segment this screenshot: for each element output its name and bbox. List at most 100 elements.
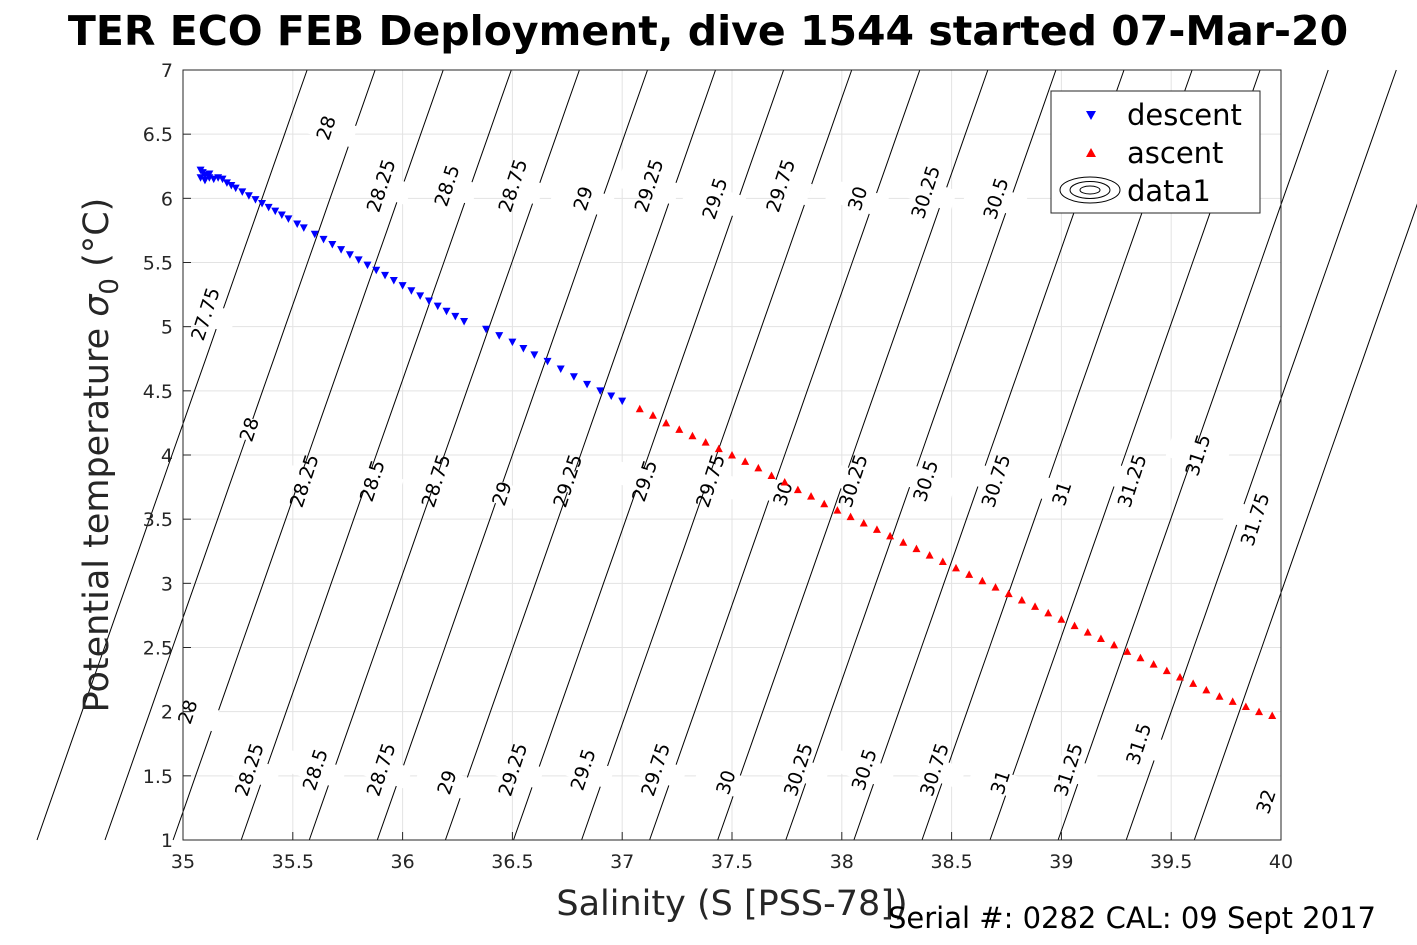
ascent-point (820, 499, 829, 508)
ascent-point (1189, 679, 1198, 687)
contour-label-bg (967, 762, 1032, 802)
y-tick-label: 1.5 (143, 766, 173, 788)
y-axis-ticks: 1 1.5 2 2.5 3 3.5 4 4.5 5 5.5 6 6.5 7 (143, 60, 191, 852)
contour-label-bg (480, 749, 545, 790)
ascent-point (1123, 647, 1132, 655)
descent-point (354, 256, 363, 264)
ascent-point (648, 411, 657, 419)
descent-series (196, 166, 627, 406)
legend-descent-marker (1086, 111, 1096, 120)
contour-label-bg (348, 749, 413, 790)
ascent-point (1004, 589, 1013, 598)
descent-point (556, 365, 565, 374)
descent-point (569, 373, 578, 381)
descent-point (442, 307, 451, 316)
ascent-point (1070, 621, 1079, 630)
descent-point (200, 171, 209, 180)
contour-label-bg (480, 165, 545, 206)
contour-label-bg (1233, 781, 1298, 822)
ascent-point (807, 492, 816, 500)
y-tick-label: 4.5 (143, 381, 173, 403)
contour-label-bg (1165, 435, 1230, 475)
ascent-point (1149, 660, 1158, 668)
x-tick-label: 35 (171, 851, 195, 873)
x-tick-label: 37 (610, 851, 634, 873)
descent-point (258, 199, 267, 208)
contour-label-bg (963, 460, 1028, 501)
contour-label-bg (535, 460, 600, 501)
contour-label-bg (748, 165, 813, 206)
descent-point (196, 174, 205, 182)
descent-point (310, 230, 319, 239)
contour-label-bg (1106, 724, 1171, 764)
descent-point (264, 203, 273, 212)
y-tick-label: 2.5 (143, 638, 173, 660)
legend: descent ascent data1 (1050, 90, 1261, 214)
descent-point (200, 176, 209, 185)
descent-point (293, 220, 302, 228)
ascent-point (886, 531, 895, 540)
contour-label-bg (831, 749, 896, 790)
y-tick-label: 2 (161, 702, 173, 724)
contour-label-bg (1036, 749, 1100, 790)
contour-label-bg (414, 762, 479, 802)
ascent-point (951, 563, 960, 572)
contour-label-bg (469, 473, 534, 514)
ascent-point (1057, 615, 1066, 623)
y-axis-label-subscript: 0 (95, 278, 125, 295)
ascent-point (1228, 697, 1237, 705)
descent-point (508, 338, 517, 347)
ascent-point (1096, 634, 1105, 643)
descent-point (416, 292, 425, 300)
x-tick-label: 37.5 (711, 851, 753, 873)
ascent-point (728, 451, 736, 459)
contour-label-bg (612, 460, 677, 501)
descent-point (451, 312, 460, 321)
y-axis-label-main: Potential temperature (77, 317, 117, 713)
descent-point (460, 318, 469, 326)
contour-line (36, 69, 308, 841)
contour-label-bg (893, 172, 958, 212)
descent-point (209, 175, 218, 184)
x-tick-label: 38.5 (930, 851, 972, 873)
y-tick-label: 1 (161, 830, 173, 852)
descent-point (363, 261, 372, 270)
y-axis-label: Potential temperature σ0 (°C) (77, 198, 125, 713)
x-tick-label: 36 (391, 851, 415, 873)
ascent-point (714, 444, 723, 453)
x-tick-label: 40 (1269, 851, 1293, 873)
descent-point (328, 241, 337, 249)
legend-ascent-label: ascent (1127, 136, 1223, 170)
x-axis-label: Salinity (S [PSS-78]) (556, 884, 907, 924)
descent-point (251, 196, 260, 204)
descent-point (495, 332, 504, 340)
ascent-point (991, 583, 1000, 591)
contour-label-bg (616, 165, 681, 206)
descent-point (482, 325, 491, 334)
descent-point (372, 266, 381, 275)
ascent-point (701, 438, 710, 446)
contour-label-bg (1222, 499, 1287, 539)
descent-point (433, 302, 442, 311)
ascent-point (1136, 653, 1145, 662)
y-tick-label: 3.5 (143, 509, 173, 531)
descent-point (381, 271, 390, 280)
y-tick-label: 7 (161, 60, 173, 82)
ascent-point (754, 463, 763, 472)
ascent-point (1162, 666, 1171, 675)
ascent-point (741, 457, 750, 465)
ascent-point (1031, 602, 1040, 610)
ascent-point (1175, 673, 1184, 681)
y-tick-label: 3 (161, 573, 173, 595)
descent-point (543, 357, 552, 366)
descent-point (519, 344, 528, 353)
descent-point (319, 235, 328, 244)
descent-point (583, 380, 592, 389)
ascent-point (859, 519, 868, 527)
contour-label-bg (750, 473, 815, 514)
chart-title: TER ECO FEB Deployment, dive 1544 starte… (68, 7, 1348, 55)
y-tick-label: 5 (161, 317, 173, 339)
contour-label-bg (1029, 473, 1094, 514)
descent-point (271, 207, 280, 216)
